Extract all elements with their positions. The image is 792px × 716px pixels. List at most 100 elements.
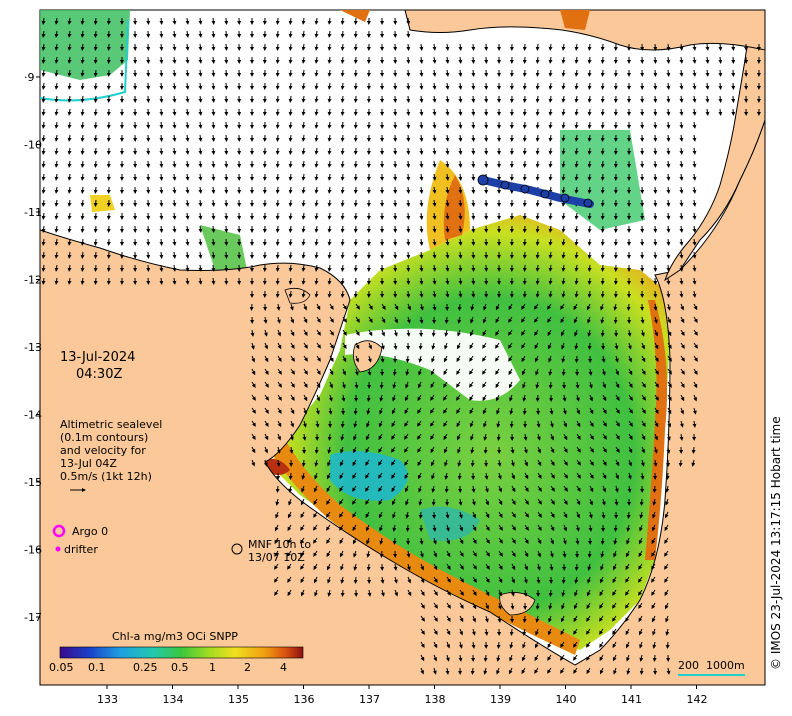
velocity-arrow	[445, 225, 450, 233]
y-tick-label: -17	[24, 611, 42, 624]
velocity-arrow	[640, 329, 645, 337]
velocity-arrow	[391, 446, 396, 453]
velocity-arrow	[666, 186, 671, 194]
velocity-arrow	[406, 199, 411, 207]
velocity-arrow	[172, 199, 177, 207]
velocity-arrow	[666, 277, 671, 285]
velocity-arrow	[432, 251, 437, 259]
velocity-arrow	[80, 199, 85, 207]
velocity-arrow	[54, 134, 59, 142]
velocity-arrow	[600, 316, 605, 324]
velocity-arrow	[587, 173, 592, 181]
velocity-arrow	[185, 17, 190, 25]
velocity-arrow	[574, 329, 578, 337]
velocity-arrow	[589, 394, 593, 402]
velocity-arrow	[561, 251, 566, 259]
velocity-arrow	[80, 17, 85, 25]
velocity-arrow	[692, 290, 697, 298]
velocity-arrow	[288, 69, 293, 77]
velocity-arrow	[353, 433, 357, 441]
velocity-arrow	[67, 264, 72, 272]
velocity-arrow	[561, 277, 566, 285]
velocity-arrow	[172, 277, 177, 285]
velocity-arrow	[548, 264, 553, 272]
argo-label: Argo 0	[72, 525, 108, 538]
velocity-arrow	[535, 277, 540, 285]
velocity-arrow	[445, 134, 450, 142]
velocity-arrow	[615, 459, 620, 467]
velocity-arrow	[406, 69, 411, 77]
velocity-arrow	[327, 147, 332, 155]
velocity-arrow	[587, 251, 592, 259]
velocity-arrow	[172, 108, 177, 116]
velocity-arrow	[185, 69, 190, 77]
velocity-arrow	[587, 186, 592, 194]
colorbar-title: Chl-a mg/m3 OCi SNPP	[112, 630, 238, 643]
velocity-arrow	[80, 173, 85, 181]
velocity-arrow	[547, 342, 552, 350]
velocity-arrow	[548, 186, 553, 194]
velocity-arrow	[277, 368, 282, 375]
velocity-arrow	[211, 199, 216, 207]
velocity-arrow	[342, 329, 347, 336]
velocity-arrow	[93, 108, 98, 116]
velocity-arrow	[469, 407, 474, 415]
velocity-arrow	[445, 95, 450, 103]
velocity-arrow	[365, 446, 370, 454]
velocity-arrow	[457, 316, 462, 324]
velocity-arrow	[679, 264, 684, 272]
velocity-arrow	[495, 303, 500, 311]
velocity-arrow	[290, 381, 295, 388]
velocity-arrow	[406, 329, 411, 337]
velocity-arrow	[497, 459, 502, 467]
velocity-arrow	[548, 225, 553, 233]
velocity-arrow	[41, 264, 46, 272]
velocity-arrow	[535, 199, 540, 207]
velocity-arrow	[550, 433, 554, 441]
velocity-arrow	[510, 459, 515, 467]
velocity-arrow	[718, 43, 723, 51]
velocity-arrow	[627, 472, 632, 480]
velocity-arrow	[264, 368, 269, 375]
velocity-arrow	[93, 277, 98, 285]
velocity-arrow	[548, 95, 553, 103]
velocity-arrow	[342, 355, 347, 363]
velocity-arrow	[342, 342, 347, 349]
velocity-arrow	[406, 238, 411, 246]
velocity-arrow	[41, 225, 46, 233]
velocity-arrow	[495, 329, 500, 336]
velocity-arrow	[172, 43, 177, 51]
velocity-arrow	[482, 316, 487, 324]
velocity-arrow	[340, 290, 345, 298]
velocity-arrow	[589, 459, 594, 466]
velocity-arrow	[263, 329, 268, 337]
velocity-arrow	[456, 342, 461, 350]
velocity-arrow	[521, 355, 526, 363]
velocity-arrow	[458, 251, 463, 259]
velocity-arrow	[535, 147, 540, 155]
x-tick-label: 140	[556, 693, 577, 706]
velocity-arrow	[471, 134, 476, 142]
velocity-arrow	[563, 433, 568, 441]
velocity-arrow	[54, 56, 59, 64]
velocity-arrow	[548, 82, 553, 90]
velocity-arrow	[314, 43, 319, 51]
velocity-arrow	[263, 316, 268, 324]
velocity-arrow	[666, 264, 671, 272]
velocity-arrow	[574, 43, 579, 51]
velocity-arrow	[471, 173, 476, 181]
velocity-arrow	[303, 316, 308, 324]
velocity-arrow	[355, 342, 360, 350]
velocity-arrow	[314, 108, 319, 116]
velocity-arrow	[54, 43, 59, 51]
velocity-arrow	[172, 82, 177, 90]
velocity-arrow	[301, 238, 306, 246]
velocity-arrow	[159, 17, 164, 25]
velocity-arrow	[340, 446, 344, 454]
velocity-arrow	[301, 277, 306, 285]
velocity-arrow	[172, 147, 177, 155]
velocity-arrow	[185, 277, 190, 285]
velocity-arrow	[198, 186, 203, 194]
velocity-arrow	[444, 342, 448, 350]
velocity-arrow	[548, 147, 553, 155]
